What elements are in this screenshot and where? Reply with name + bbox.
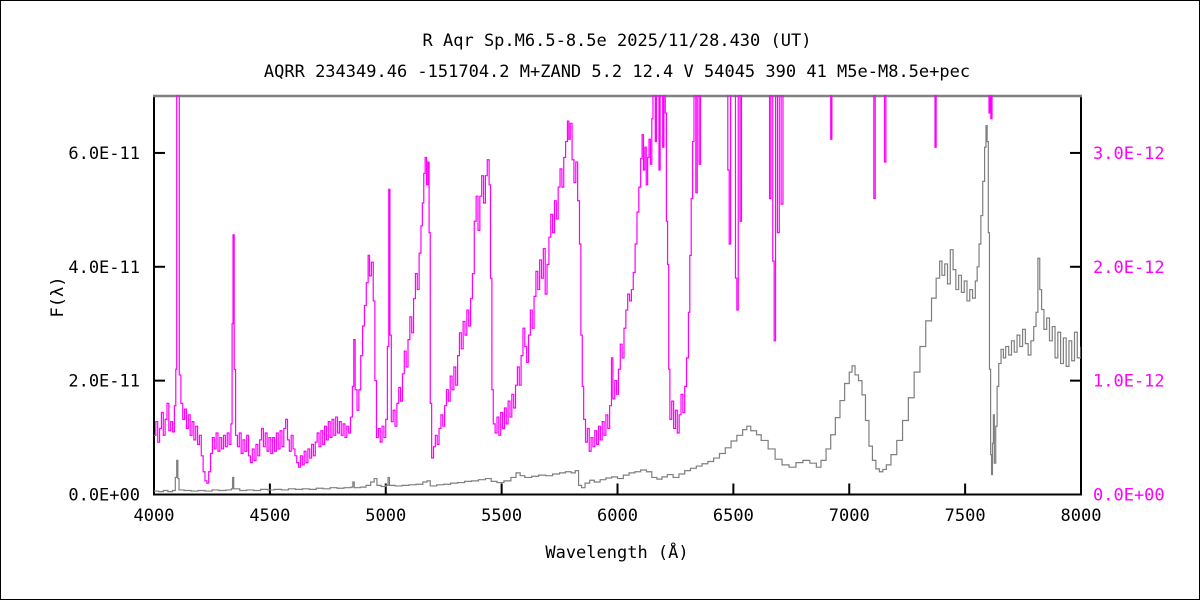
y-right-tick-label: 3.0E-12 <box>1093 144 1165 164</box>
x-tick-label: 4500 <box>249 506 290 526</box>
x-tick-label: 6000 <box>597 506 638 526</box>
y-axis-label-left: F(λ) <box>48 277 68 318</box>
plot-area: 4000 4500 5000 5500 6000 6500 7000 7500 80000.0E… <box>68 94 1165 526</box>
plot-border <box>153 96 1082 496</box>
x-tick-label: 7500 <box>945 506 986 526</box>
x-tick-label: 5000 <box>365 506 406 526</box>
y-left-tick-label: 0.0E+00 <box>68 486 140 506</box>
y-left-tick-label: 6.0E-11 <box>68 144 140 164</box>
y-left-tick-label: 2.0E-11 <box>68 372 140 392</box>
x-tick-label: 4000 <box>134 506 175 526</box>
y-right-tick-label: 1.0E-12 <box>1093 372 1165 392</box>
x-tick-label: 6500 <box>713 506 754 526</box>
x-tick-label: 7000 <box>829 506 870 526</box>
y-right-tick-label: 0.0E+00 <box>1093 486 1165 506</box>
y-left-tick-label: 4.0E-11 <box>68 258 140 278</box>
chart-title-line1: R Aqr Sp.M6.5-8.5e 2025/11/28.430 (UT) <box>423 31 812 51</box>
y-right-tick-label: 2.0E-12 <box>1093 258 1165 278</box>
emission-spectrum-magenta <box>154 95 993 484</box>
x-axis-label: Wavelength (Å) <box>545 541 688 563</box>
x-tick-label: 8000 <box>1061 506 1102 526</box>
x-tick-label: 5500 <box>481 506 522 526</box>
continuum-spectrum-gray <box>154 125 1081 493</box>
chart-title-line2: AQRR 234349.46 -151704.2 M+ZAND 5.2 12.4… <box>264 62 970 82</box>
